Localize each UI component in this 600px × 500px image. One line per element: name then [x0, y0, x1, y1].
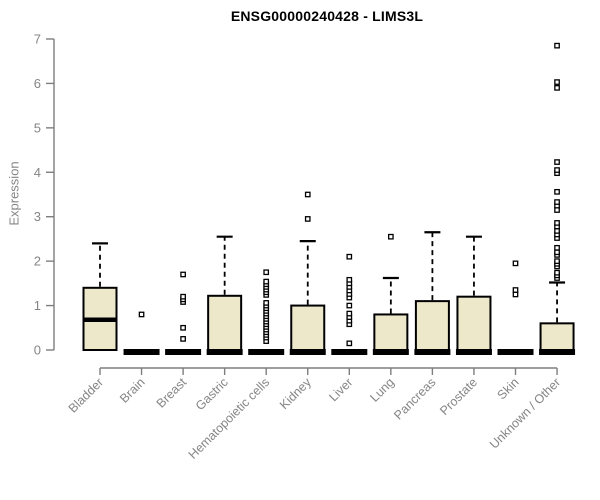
outlier-point — [263, 300, 270, 306]
outlier-point — [554, 207, 560, 213]
outlier-point — [512, 287, 519, 293]
outlier-point — [554, 228, 560, 234]
x-category-label: Pancreas — [391, 375, 438, 422]
x-category-label: Skin — [495, 375, 522, 402]
outlier-point — [554, 258, 560, 264]
x-category-label: Lung — [367, 375, 397, 405]
y-tick-label: 2 — [34, 254, 41, 269]
outlier-point — [263, 278, 270, 285]
y-tick-label: 7 — [34, 31, 41, 46]
y-tick-label: 6 — [34, 76, 41, 91]
x-category-label: Hematopoietic cells — [186, 375, 273, 462]
outlier-point — [554, 188, 560, 195]
y-tick-label: 5 — [34, 120, 41, 135]
outlier-point — [387, 233, 394, 240]
box-kidney — [290, 304, 326, 352]
box-prostate — [456, 295, 492, 351]
x-category-label: Bladder — [66, 375, 106, 415]
outlier-point — [512, 260, 519, 267]
outlier-point — [180, 293, 186, 300]
x-category-label: Kidney — [277, 375, 314, 412]
outlier-point — [180, 336, 186, 342]
y-tick-label: 0 — [34, 343, 41, 358]
outlier-point — [554, 79, 560, 85]
outlier-point — [346, 310, 353, 317]
outlier-point — [180, 324, 186, 331]
outlier-point — [554, 167, 560, 173]
outlier-point — [304, 191, 311, 198]
outlier-point — [512, 291, 519, 298]
x-category-label: Unknown / Other — [487, 375, 563, 451]
x-category-label: Liver — [326, 375, 355, 404]
y-tick-label: 3 — [34, 209, 41, 224]
outlier-point — [554, 199, 560, 205]
outlier-point — [554, 220, 560, 226]
outlier-point — [263, 269, 270, 276]
box-gastric — [207, 294, 243, 352]
outlier-point — [554, 85, 560, 91]
outlier-point — [346, 340, 353, 347]
outlier-point — [554, 244, 560, 251]
outlier-point — [346, 302, 353, 309]
y-tick-label: 4 — [34, 165, 41, 180]
box-lung — [373, 313, 409, 351]
outlier-point — [554, 159, 560, 165]
box-unknown-other — [539, 322, 575, 352]
outlier-point — [304, 216, 311, 222]
x-category-label: Prostate — [437, 375, 480, 418]
x-category-label: Breast — [154, 375, 190, 411]
x-category-label: Brain — [117, 375, 148, 406]
box-pancreas — [414, 300, 450, 352]
outlier-point — [346, 276, 353, 283]
outlier-point — [138, 311, 145, 318]
x-category-label: Gastric — [193, 375, 231, 413]
chart-title: ENSG00000240428 - LIMS3L — [230, 8, 424, 24]
outlier-point — [554, 269, 560, 276]
outlier-point — [346, 253, 353, 260]
outlier-point — [554, 42, 560, 49]
outlier-point — [180, 271, 186, 278]
outlier-point — [554, 249, 560, 256]
y-tick-label: 1 — [34, 298, 41, 313]
